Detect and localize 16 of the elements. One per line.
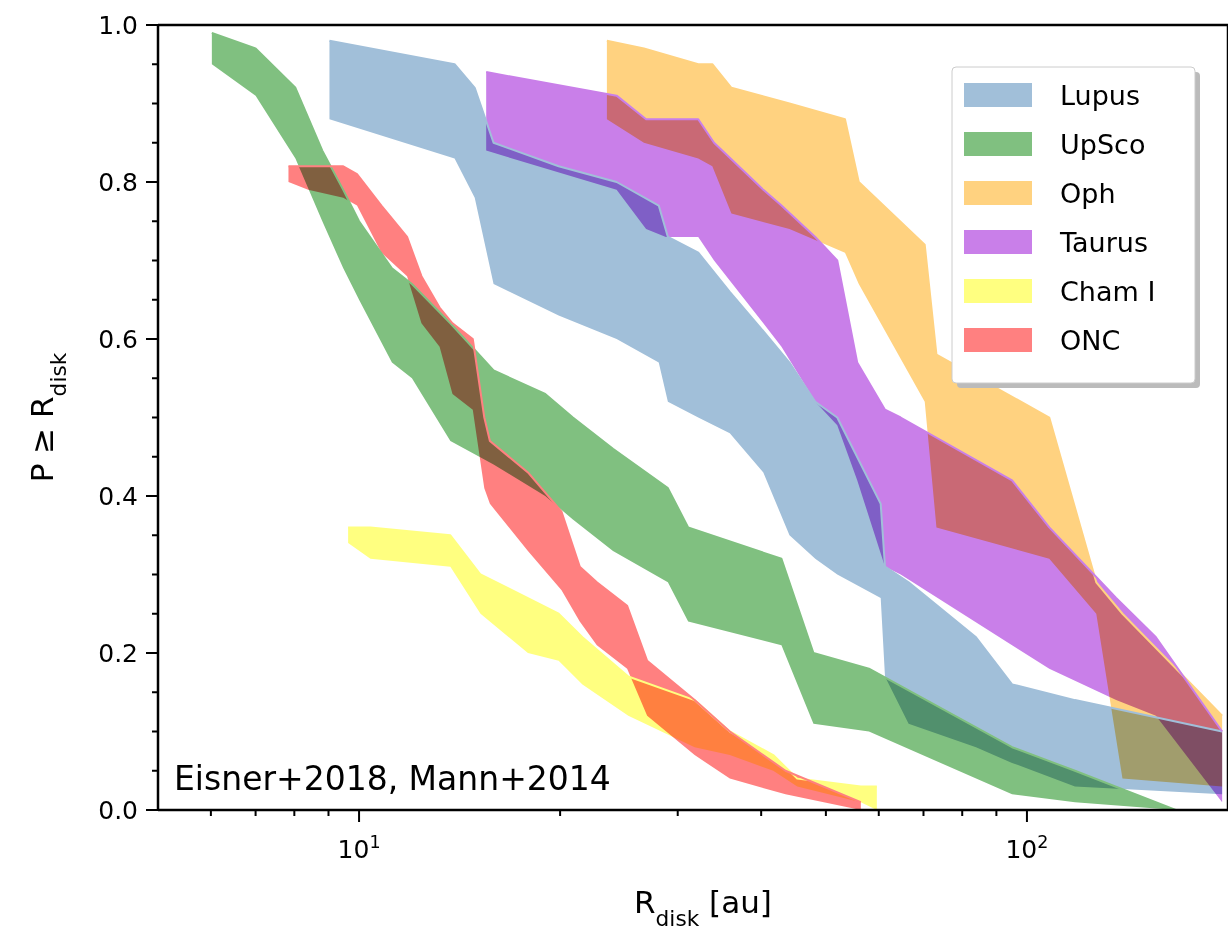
y-tick-label: 0.6: [98, 325, 138, 354]
legend-label: Taurus: [1059, 227, 1148, 258]
legend-label: Cham I: [1060, 276, 1156, 307]
x-axis-title: R$_{disk}$ [au]: [634, 884, 772, 929]
y-tick-label: 0.0: [98, 796, 138, 825]
y-tick-label: 0.4: [98, 482, 138, 511]
y-tick-label: 0.2: [98, 639, 138, 668]
x-tick-label: 10$^{2}$: [1005, 832, 1049, 864]
y-tick-label: 0.8: [98, 168, 138, 197]
legend-label: Oph: [1060, 178, 1116, 209]
y-tick-label: 1.0: [98, 11, 138, 40]
annotation: Eisner+2018, Mann+2014: [174, 759, 611, 798]
legend-label: ONC: [1060, 325, 1121, 356]
legend-label: Lupus: [1060, 80, 1140, 111]
x-tick-label: 10$^{1}$: [337, 832, 381, 864]
legend-label: UpSco: [1060, 129, 1146, 160]
